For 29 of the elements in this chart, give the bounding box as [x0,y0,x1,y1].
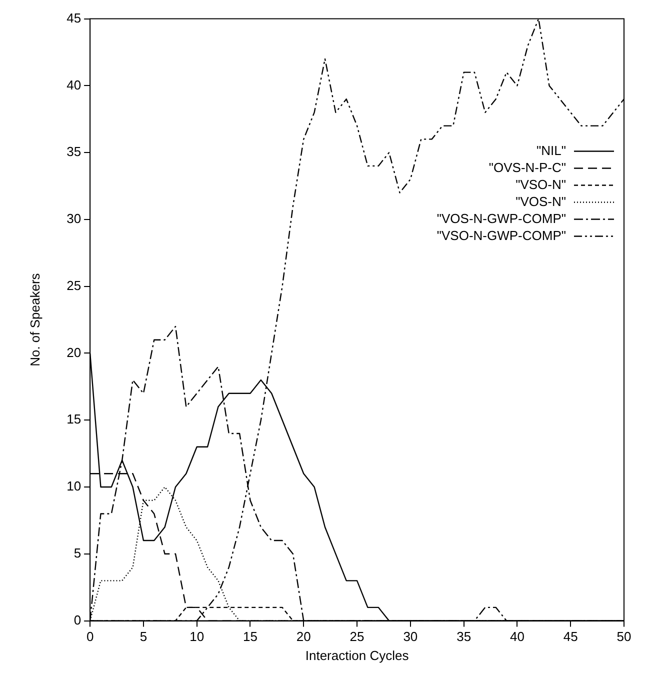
y-tick-label: 0 [74,612,82,628]
x-tick-label: 10 [190,629,204,644]
y-tick-label: 40 [66,77,82,92]
x-tick-label: 15 [243,629,258,644]
y-tick-label: 45 [66,10,82,26]
x-tick-label: 5 [140,629,148,644]
legend-label: "VSO-N" [516,176,566,192]
y-tick-label: 15 [66,412,82,427]
y-tick-label: 10 [66,478,82,494]
x-tick-label: 0 [86,629,94,644]
y-tick-label: 5 [74,545,82,560]
x-axis-title: Interaction Cycles [305,648,410,663]
legend-label: "VOS-N" [516,194,566,209]
legend-label: "OVS-N-P-C" [488,160,566,175]
x-tick-label: 20 [296,629,311,644]
x-tick-label: 50 [616,629,632,644]
y-axis-title: No. of Speakers [27,272,42,366]
legend-label: "NIL" [536,142,566,158]
x-tick-label: 45 [563,629,578,644]
x-tick-label: 40 [510,629,524,644]
legend-label: "VOS-N-GWP-COMP" [436,210,566,226]
y-tick-label: 25 [66,278,82,293]
x-tick-label: 25 [350,629,364,644]
y-tick-label: 30 [66,211,82,226]
legend-label: "VSO-N-GWP-COMP" [436,228,566,243]
x-tick-label: 35 [456,629,472,644]
y-tick-label: 20 [66,344,82,360]
x-tick-label: 30 [403,629,418,644]
y-tick-label: 35 [66,144,82,160]
